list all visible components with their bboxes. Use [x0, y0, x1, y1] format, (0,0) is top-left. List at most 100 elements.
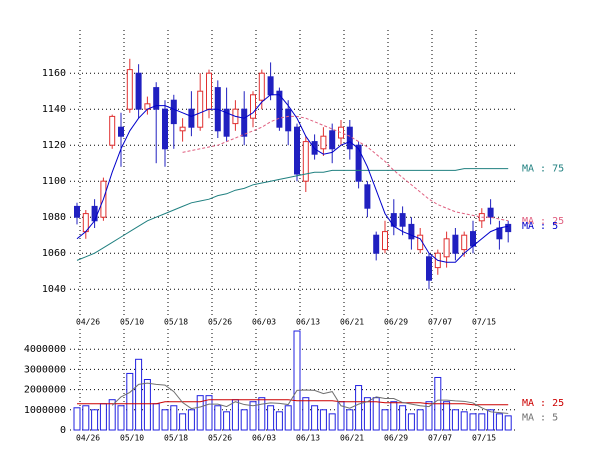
candle-body	[320, 135, 327, 150]
volume-bar	[91, 409, 99, 431]
volume-bar	[152, 403, 160, 431]
y-tick-label: 1040	[42, 284, 66, 295]
y-tick-label: 0	[60, 425, 66, 436]
x-tick-label: 07/07	[428, 318, 452, 327]
volume-bar	[399, 405, 407, 431]
candle-body	[443, 238, 450, 258]
candle-body	[355, 144, 362, 182]
volume-bar	[205, 395, 213, 431]
y-tick-label: 3000000	[24, 364, 66, 375]
x-tick-label: 06/29	[384, 434, 408, 443]
ma-label: MA : 25	[522, 398, 564, 409]
candle-body	[408, 223, 415, 240]
volume-bar	[179, 413, 187, 431]
volume-bar	[73, 407, 81, 431]
volume-bar	[363, 397, 371, 431]
candle-body	[364, 184, 371, 209]
candle-body	[241, 108, 248, 137]
candle-body	[346, 126, 353, 150]
x-tick-label: 06/29	[384, 318, 408, 327]
volume-bar	[407, 413, 415, 431]
candle-body	[285, 108, 292, 132]
candle-body	[496, 227, 503, 240]
volume-bar	[311, 405, 319, 431]
volume-bar	[346, 409, 354, 431]
volume-bar	[469, 413, 477, 431]
ma-label: MA : 75	[522, 164, 564, 175]
candle-body	[302, 141, 309, 182]
candle-body	[135, 72, 142, 110]
y-tick-label: 1120	[42, 140, 66, 151]
candle-body	[258, 72, 265, 101]
volume-bar	[372, 397, 380, 431]
x-tick-label: 06/13	[296, 318, 320, 327]
volume-bar	[328, 413, 336, 431]
candle-body	[153, 87, 160, 110]
volume-bar	[126, 372, 134, 431]
x-tick-label: 06/21	[340, 318, 364, 327]
candle-body	[276, 90, 283, 128]
ma-line	[76, 168, 509, 261]
x-tick-label: 06/21	[340, 434, 364, 443]
x-tick-label: 05/10	[120, 434, 144, 443]
volume-bar	[478, 413, 486, 431]
volume-bar	[319, 409, 327, 431]
candle-body	[461, 234, 468, 251]
ma-line	[182, 115, 509, 222]
volume-bar	[451, 409, 459, 431]
x-tick-label: 07/15	[472, 434, 496, 443]
x-tick-label: 04/26	[76, 318, 100, 327]
volume-bar	[170, 405, 178, 431]
volume-bar	[240, 409, 248, 431]
x-tick-label: 06/03	[252, 318, 276, 327]
volume-bar	[99, 403, 107, 431]
volume-bar	[460, 411, 468, 431]
candle-body	[329, 130, 336, 150]
x-tick-label: 07/07	[428, 434, 452, 443]
candle-body	[126, 69, 133, 110]
volume-bar	[487, 409, 495, 431]
candle-body	[74, 205, 80, 218]
ma-line	[111, 382, 509, 414]
volume-bar	[231, 399, 239, 431]
volume-bar	[390, 401, 398, 431]
candle-body	[382, 231, 388, 251]
y-tick-label: 2000000	[24, 385, 66, 396]
volume-bar	[117, 405, 125, 431]
volume-bar	[249, 401, 257, 431]
candle-body	[109, 115, 116, 146]
volume-bar	[82, 405, 90, 431]
x-tick-label: 05/18	[164, 318, 188, 327]
ma-label: MA : 25	[522, 216, 564, 227]
candle-body	[452, 234, 459, 254]
volume-bar	[425, 401, 433, 431]
y-tick-label: 1060	[42, 248, 66, 259]
ma-label: MA : 5	[522, 221, 558, 232]
volume-bar	[143, 379, 151, 431]
ma-line	[77, 399, 509, 406]
volume-bar	[495, 413, 503, 431]
candle-body	[399, 213, 406, 227]
y-tick-label: 1140	[42, 104, 66, 115]
candle-body	[250, 94, 256, 119]
candle-body	[487, 207, 494, 218]
volume-bar	[381, 409, 389, 431]
volume-bar	[293, 330, 301, 431]
ma-line	[76, 94, 509, 263]
candle-body	[197, 90, 204, 128]
volume-bar	[161, 409, 169, 431]
volume-bar	[214, 405, 222, 431]
candle-body	[338, 126, 344, 139]
candle-body	[426, 256, 432, 281]
candle-body	[223, 108, 230, 137]
candle-body	[170, 99, 177, 125]
volume-bar	[108, 399, 116, 431]
ma-label: MA : 5	[522, 412, 558, 423]
volume-bar	[302, 397, 310, 431]
x-tick-label: 04/26	[76, 434, 100, 443]
volume-bar	[196, 395, 204, 431]
x-tick-label: 05/26	[208, 434, 232, 443]
volume-bar	[504, 415, 512, 431]
volume-bar	[275, 411, 283, 431]
